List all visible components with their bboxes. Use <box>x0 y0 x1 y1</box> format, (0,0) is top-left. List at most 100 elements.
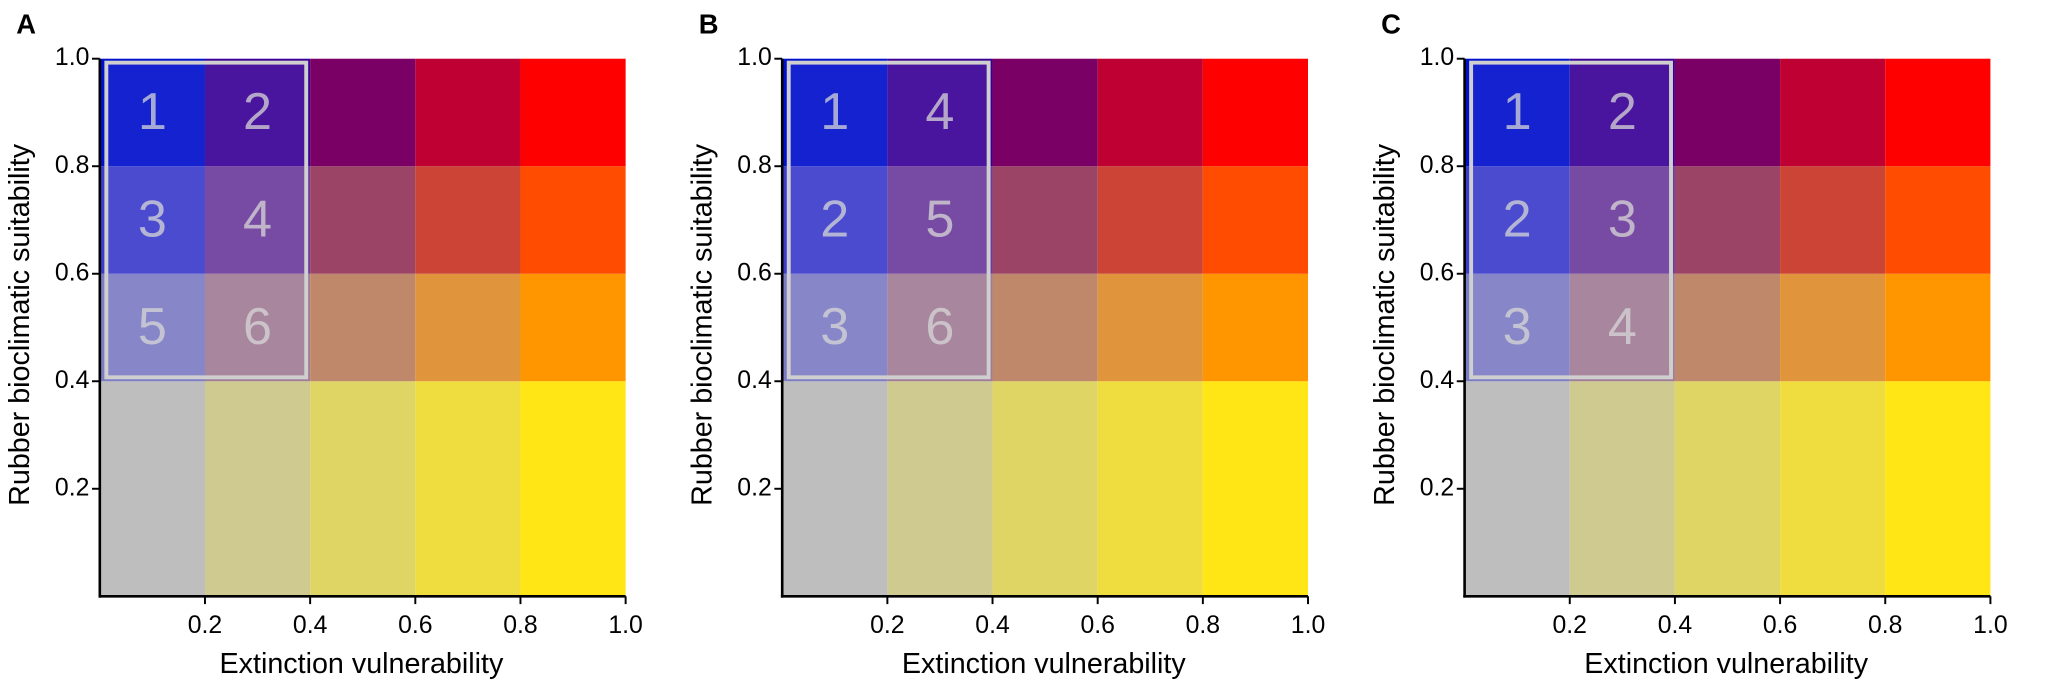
color-cell <box>992 381 1098 597</box>
color-cell <box>204 166 311 274</box>
color-cell <box>782 58 888 167</box>
color-cell <box>1569 58 1675 167</box>
cell-label: 4 <box>925 83 954 141</box>
cell-label: 6 <box>925 298 954 356</box>
color-cell <box>887 58 993 167</box>
color-cell <box>1885 273 1991 382</box>
panel: 1 4 2 5 3 6 0.2 0.4 0.6 0.8 1.0 0.2 0.4 0.6 0.8 1.0 B Ext… <box>686 8 1325 680</box>
y-tick-label: 0.8 <box>737 152 771 179</box>
y-tick-label: 0.6 <box>737 259 771 286</box>
panel-label: C <box>1381 8 1401 39</box>
color-cell <box>204 58 311 167</box>
y-axis-label: Rubber bioclimatic suitability <box>1369 143 1401 506</box>
y-tick-label: 0.6 <box>1420 259 1454 286</box>
x-tick-label: 0.6 <box>1763 612 1797 639</box>
color-cell <box>1674 58 1781 167</box>
x-tick-label: 0.4 <box>1658 612 1693 639</box>
x-tick-label: 1.0 <box>1973 612 2007 639</box>
x-tick-label: 0.4 <box>975 612 1010 639</box>
cell-label: 4 <box>243 190 272 248</box>
cell-label: 3 <box>1608 190 1637 248</box>
color-cell <box>310 381 416 597</box>
color-cell <box>1464 166 1570 274</box>
color-cell <box>1097 381 1203 597</box>
y-tick-label: 0.2 <box>55 474 89 501</box>
color-cell <box>1202 273 1309 382</box>
color-cell <box>992 166 1098 274</box>
cell-label: 2 <box>1608 83 1637 141</box>
color-cell <box>1674 166 1781 274</box>
panel: 1 2 3 4 5 6 0.2 0.4 0.6 0.8 1.0 0.2 0.4 0.6 0.8 1.0 A Ext… <box>4 8 643 680</box>
color-cell <box>1780 166 1886 274</box>
y-tick-label: 0.6 <box>55 259 89 286</box>
color-cell <box>1097 166 1203 274</box>
x-axis-label: Extinction vulnerability <box>220 648 504 680</box>
color-cell <box>310 273 416 382</box>
color-cell <box>1674 381 1781 597</box>
color-cell <box>99 381 205 597</box>
color-cell <box>1780 273 1886 382</box>
cell-label: 2 <box>1503 190 1532 248</box>
cell-label: 2 <box>243 83 272 141</box>
y-tick-label: 1.0 <box>1420 44 1454 71</box>
cell-label: 1 <box>1503 83 1532 141</box>
color-cell <box>887 166 993 274</box>
y-tick-label: 0.4 <box>55 367 90 394</box>
x-tick-label: 0.6 <box>1080 612 1114 639</box>
cell-label: 5 <box>138 298 167 356</box>
color-cell <box>1202 58 1309 167</box>
color-cell <box>1674 273 1781 382</box>
color-cell <box>1569 273 1675 382</box>
x-tick-label: 0.2 <box>188 612 222 639</box>
cell-label: 3 <box>820 298 849 356</box>
x-axis-label: Extinction vulnerability <box>1584 648 1868 680</box>
color-cell <box>204 381 311 597</box>
color-cell <box>415 381 521 597</box>
color-cell <box>1097 273 1203 382</box>
y-tick-label: 1.0 <box>55 44 89 71</box>
color-cell <box>1569 166 1675 274</box>
cell-label: 6 <box>243 298 272 356</box>
y-axis-label: Rubber bioclimatic suitability <box>4 143 36 506</box>
color-cell <box>1780 58 1886 167</box>
color-cell <box>310 58 416 167</box>
color-cell <box>1464 273 1570 382</box>
color-cell <box>1885 58 1991 167</box>
y-tick-label: 0.8 <box>1420 152 1454 179</box>
color-cell <box>99 58 205 167</box>
cell-label: 1 <box>820 83 849 141</box>
panel-label: A <box>16 8 36 39</box>
color-cell <box>782 166 888 274</box>
x-tick-label: 1.0 <box>1291 612 1325 639</box>
color-cell <box>782 273 888 382</box>
x-tick-label: 0.4 <box>293 612 328 639</box>
color-cell <box>1885 381 1991 597</box>
color-cell <box>415 58 521 167</box>
color-cell <box>99 273 205 382</box>
y-axis-label: Rubber bioclimatic suitability <box>686 143 718 506</box>
cell-label: 3 <box>1503 298 1532 356</box>
cell-label: 1 <box>138 83 167 141</box>
panel: 1 2 2 3 3 4 0.2 0.4 0.6 0.8 1.0 0.2 0.4 0.6 0.8 1.0 C Ext… <box>1369 8 2008 680</box>
color-cell <box>415 166 521 274</box>
color-cell <box>887 381 993 597</box>
x-axis-label: Extinction vulnerability <box>902 648 1186 680</box>
color-cell <box>1097 58 1203 167</box>
color-cell <box>520 273 626 382</box>
x-tick-label: 0.6 <box>398 612 432 639</box>
color-cell <box>520 381 626 597</box>
highlight-box <box>1469 60 1673 380</box>
color-cell <box>204 273 311 382</box>
y-tick-label: 0.2 <box>1420 474 1454 501</box>
color-cell <box>1202 381 1309 597</box>
highlight-box <box>786 60 991 380</box>
cell-label: 2 <box>820 190 849 248</box>
color-cell <box>415 273 521 382</box>
color-cell <box>520 58 626 167</box>
x-tick-label: 0.8 <box>1186 612 1220 639</box>
y-tick-label: 1.0 <box>737 44 771 71</box>
y-tick-label: 0.4 <box>737 367 772 394</box>
color-cell <box>1202 166 1309 274</box>
